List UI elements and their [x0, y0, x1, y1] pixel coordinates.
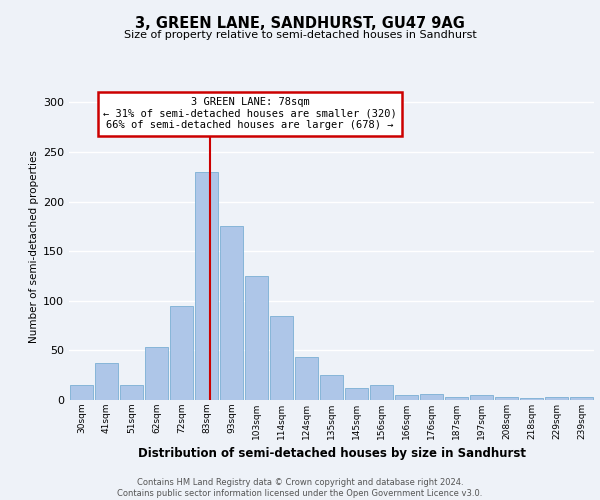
- Bar: [370, 385, 393, 400]
- Text: 3 GREEN LANE: 78sqm
← 31% of semi-detached houses are smaller (320)
66% of semi-: 3 GREEN LANE: 78sqm ← 31% of semi-detach…: [103, 97, 397, 130]
- Bar: [195, 172, 218, 400]
- Text: Size of property relative to semi-detached houses in Sandhurst: Size of property relative to semi-detach…: [124, 30, 476, 40]
- Bar: [270, 316, 293, 400]
- Bar: [520, 398, 543, 400]
- Text: 3, GREEN LANE, SANDHURST, GU47 9AG: 3, GREEN LANE, SANDHURST, GU47 9AG: [135, 16, 465, 31]
- Bar: [170, 306, 193, 400]
- Bar: [70, 385, 93, 400]
- Bar: [145, 348, 168, 400]
- Bar: [545, 397, 568, 400]
- Bar: [345, 388, 368, 400]
- Bar: [495, 397, 518, 400]
- Bar: [420, 394, 443, 400]
- Bar: [470, 395, 493, 400]
- Y-axis label: Number of semi-detached properties: Number of semi-detached properties: [29, 150, 39, 342]
- Bar: [120, 385, 143, 400]
- X-axis label: Distribution of semi-detached houses by size in Sandhurst: Distribution of semi-detached houses by …: [137, 448, 526, 460]
- Bar: [395, 395, 418, 400]
- Bar: [320, 375, 343, 400]
- Bar: [95, 364, 118, 400]
- Bar: [445, 397, 468, 400]
- Bar: [570, 397, 593, 400]
- Bar: [220, 226, 243, 400]
- Bar: [295, 358, 318, 400]
- Bar: [245, 276, 268, 400]
- Text: Contains HM Land Registry data © Crown copyright and database right 2024.
Contai: Contains HM Land Registry data © Crown c…: [118, 478, 482, 498]
